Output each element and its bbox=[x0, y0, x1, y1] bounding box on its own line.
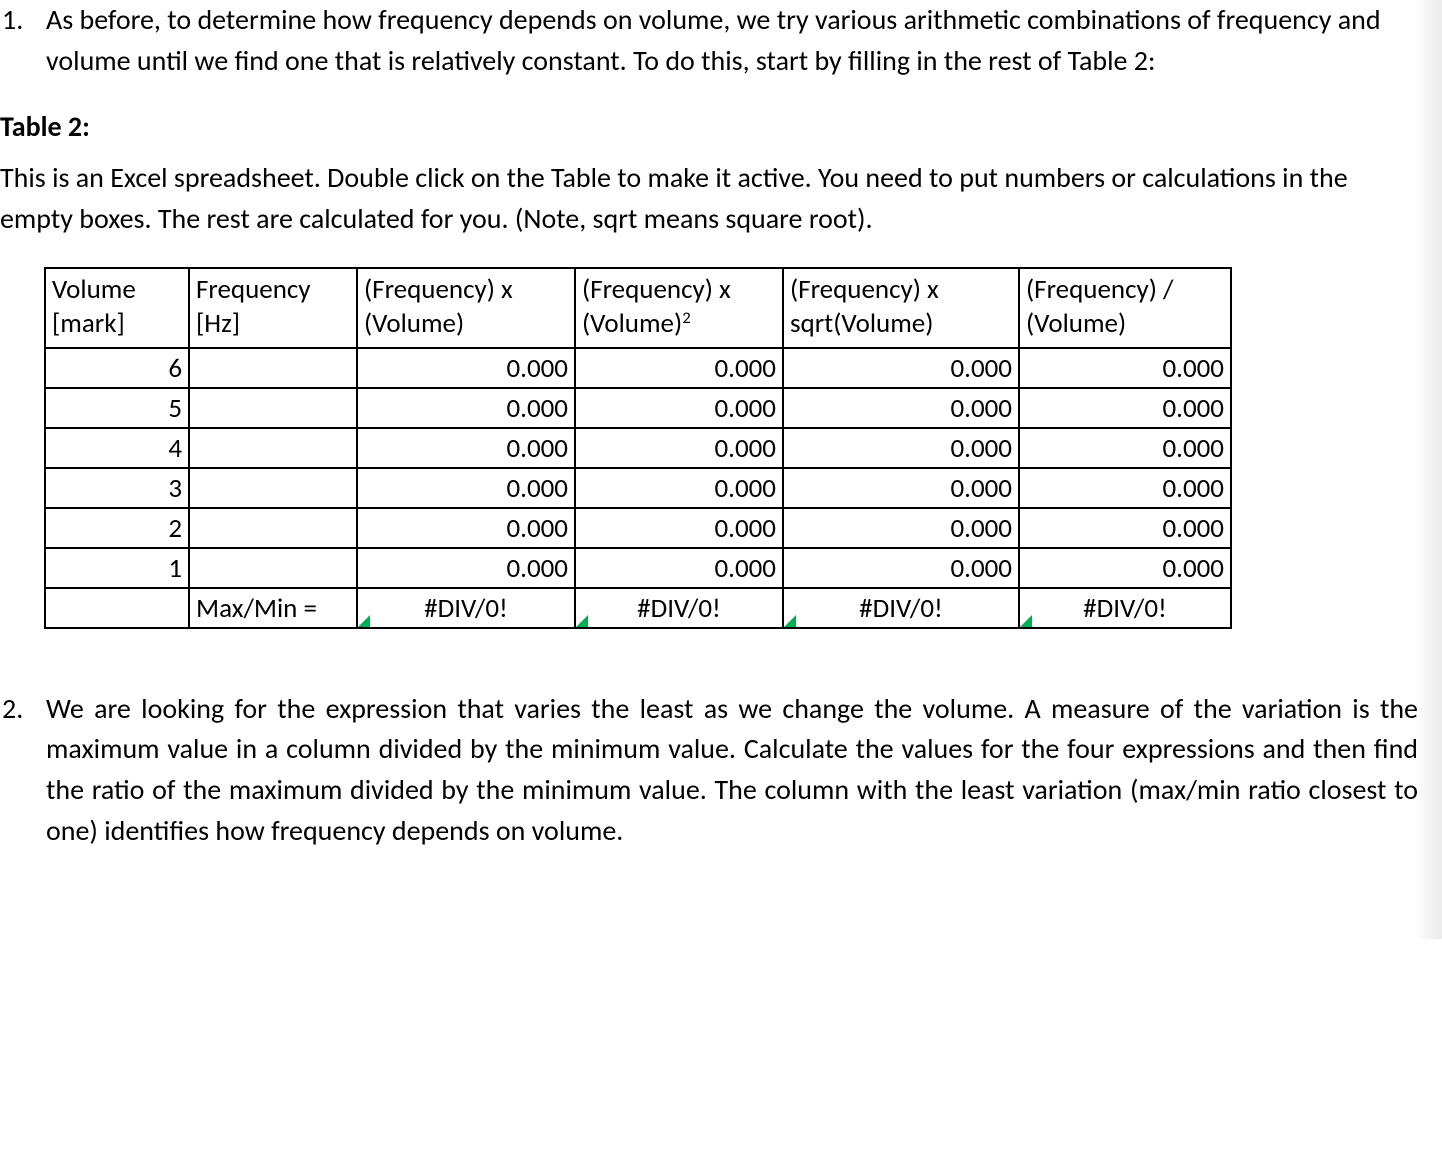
cell-freq[interactable] bbox=[189, 348, 357, 388]
cell-fv[interactable]: 0.000 bbox=[357, 508, 575, 548]
cell-vol[interactable]: 3 bbox=[45, 468, 189, 508]
cell-vol[interactable]: 6 bbox=[45, 348, 189, 388]
cell-fdv[interactable]: 0.000 bbox=[1019, 468, 1231, 508]
cell-fsv[interactable]: 0.000 bbox=[783, 548, 1019, 588]
page-edge-shadow bbox=[1414, 0, 1442, 939]
cell-footer-fv[interactable]: #DIV/0! bbox=[357, 588, 575, 628]
cell-fsv[interactable]: 0.000 bbox=[783, 428, 1019, 468]
error-indicator-icon bbox=[576, 615, 588, 627]
question-1: 1. As before, to determine how frequency… bbox=[0, 0, 1418, 81]
question-1-number: 1. bbox=[0, 0, 46, 81]
cell-vol[interactable]: 4 bbox=[45, 428, 189, 468]
col-header-volume: Volume [mark] bbox=[45, 268, 189, 348]
cell-footer-label: Max/Min = bbox=[189, 588, 357, 628]
cell-fv2[interactable]: 0.000 bbox=[575, 468, 783, 508]
cell-fv2[interactable]: 0.000 bbox=[575, 388, 783, 428]
cell-vol[interactable]: 5 bbox=[45, 388, 189, 428]
cell-fdv[interactable]: 0.000 bbox=[1019, 388, 1231, 428]
table-row[interactable]: 2 0.000 0.000 0.000 0.000 bbox=[45, 508, 1231, 548]
col-header-frequency: Frequency [Hz] bbox=[189, 268, 357, 348]
col-header-freq-x-vol: (Frequency) x (Volume) bbox=[357, 268, 575, 348]
cell-fsv[interactable]: 0.000 bbox=[783, 468, 1019, 508]
cell-fv2[interactable]: 0.000 bbox=[575, 428, 783, 468]
cell-footer-blank bbox=[45, 588, 189, 628]
table-row[interactable]: 1 0.000 0.000 0.000 0.000 bbox=[45, 548, 1231, 588]
cell-fv[interactable]: 0.000 bbox=[357, 428, 575, 468]
cell-fv2[interactable]: 0.000 bbox=[575, 508, 783, 548]
table-row[interactable]: 5 0.000 0.000 0.000 0.000 bbox=[45, 388, 1231, 428]
error-indicator-icon bbox=[1020, 615, 1032, 627]
cell-fv2[interactable]: 0.000 bbox=[575, 348, 783, 388]
cell-freq[interactable] bbox=[189, 508, 357, 548]
cell-fsv[interactable]: 0.000 bbox=[783, 388, 1019, 428]
cell-freq[interactable] bbox=[189, 388, 357, 428]
cell-fsv[interactable]: 0.000 bbox=[783, 348, 1019, 388]
col-header-freq-x-sqrtvol: (Frequency) x sqrt(Volume) bbox=[783, 268, 1019, 348]
cell-fsv[interactable]: 0.000 bbox=[783, 508, 1019, 548]
col-header-freq-div-vol: (Frequency) / (Volume) bbox=[1019, 268, 1231, 348]
table-header-row: Volume [mark] Frequency [Hz] (Frequency)… bbox=[45, 268, 1231, 348]
col-header-freq-x-vol2: (Frequency) x (Volume)2 bbox=[575, 268, 783, 348]
cell-fdv[interactable]: 0.000 bbox=[1019, 508, 1231, 548]
cell-fv[interactable]: 0.000 bbox=[357, 548, 575, 588]
table-row[interactable]: 4 0.000 0.000 0.000 0.000 bbox=[45, 428, 1231, 468]
cell-freq[interactable] bbox=[189, 548, 357, 588]
cell-fdv[interactable]: 0.000 bbox=[1019, 348, 1231, 388]
cell-vol[interactable]: 1 bbox=[45, 548, 189, 588]
question-2-number: 2. bbox=[0, 689, 46, 851]
table-2-wrap: Volume [mark] Frequency [Hz] (Frequency)… bbox=[0, 267, 1418, 629]
cell-fv[interactable]: 0.000 bbox=[357, 388, 575, 428]
cell-fv[interactable]: 0.000 bbox=[357, 348, 575, 388]
cell-fdv[interactable]: 0.000 bbox=[1019, 548, 1231, 588]
cell-fv2[interactable]: 0.000 bbox=[575, 548, 783, 588]
cell-footer-fsv[interactable]: #DIV/0! bbox=[783, 588, 1019, 628]
table-2[interactable]: Volume [mark] Frequency [Hz] (Frequency)… bbox=[44, 267, 1232, 629]
table-row[interactable]: 3 0.000 0.000 0.000 0.000 bbox=[45, 468, 1231, 508]
table-footer-row[interactable]: Max/Min = #DIV/0! #DIV/0! #DIV/0! bbox=[45, 588, 1231, 628]
cell-vol[interactable]: 2 bbox=[45, 508, 189, 548]
question-1-text: As before, to determine how frequency de… bbox=[46, 0, 1418, 81]
error-indicator-icon bbox=[784, 615, 796, 627]
cell-footer-fv2[interactable]: #DIV/0! bbox=[575, 588, 783, 628]
cell-freq[interactable] bbox=[189, 428, 357, 468]
question-2-text: We are looking for the expression that v… bbox=[46, 689, 1418, 851]
table-body: 6 0.000 0.000 0.000 0.000 5 0.000 0.000 … bbox=[45, 348, 1231, 628]
cell-fdv[interactable]: 0.000 bbox=[1019, 428, 1231, 468]
table-row[interactable]: 6 0.000 0.000 0.000 0.000 bbox=[45, 348, 1231, 388]
table-2-intro: This is an Excel spreadsheet. Double cli… bbox=[0, 158, 1418, 239]
table-2-label: Table 2: bbox=[0, 109, 1418, 144]
question-2: 2. We are looking for the expression tha… bbox=[0, 689, 1418, 851]
error-indicator-icon bbox=[358, 615, 370, 627]
cell-fv[interactable]: 0.000 bbox=[357, 468, 575, 508]
cell-footer-fdv[interactable]: #DIV/0! bbox=[1019, 588, 1231, 628]
cell-freq[interactable] bbox=[189, 468, 357, 508]
